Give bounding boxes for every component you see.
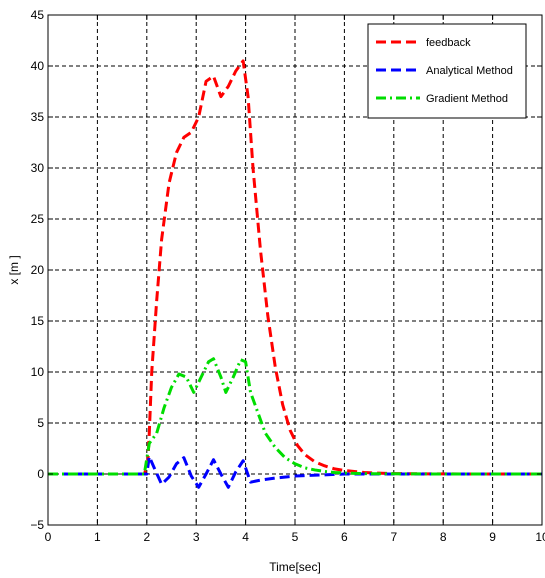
series-group bbox=[48, 59, 542, 489]
y-tick-label: 25 bbox=[31, 212, 45, 226]
x-tick-label: 1 bbox=[94, 530, 101, 544]
y-tick-label: 20 bbox=[31, 263, 45, 277]
y-tick-label: 10 bbox=[31, 365, 45, 379]
y-tick-label: 40 bbox=[31, 59, 45, 73]
x-tick-label: 0 bbox=[45, 530, 52, 544]
x-tick-label: 5 bbox=[292, 530, 299, 544]
x-tick-label: 6 bbox=[341, 530, 348, 544]
y-tick-label: 30 bbox=[31, 161, 45, 175]
x-tick-label: 4 bbox=[242, 530, 249, 544]
x-tick-label: 9 bbox=[489, 530, 496, 544]
y-tick-label: 15 bbox=[31, 314, 45, 328]
y-tick-label: 5 bbox=[37, 416, 44, 430]
series-line bbox=[48, 455, 542, 489]
legend-label: feedback bbox=[426, 37, 471, 49]
series-line bbox=[48, 59, 542, 476]
y-tick-label: 35 bbox=[31, 110, 45, 124]
x-tick-label: 8 bbox=[440, 530, 447, 544]
series-line bbox=[48, 357, 542, 476]
x-axis-label: Time[sec] bbox=[269, 560, 321, 574]
y-tick-label: 45 bbox=[31, 8, 45, 22]
legend: feedback Analytical Method Gradient Method bbox=[367, 23, 527, 119]
y-axis-label: x [m ] bbox=[7, 255, 21, 284]
x-tick-label: 2 bbox=[143, 530, 150, 544]
y-tick-label: −5 bbox=[30, 518, 44, 532]
y-tick-label: 0 bbox=[37, 467, 44, 481]
legend-label: Gradient Method bbox=[426, 93, 508, 105]
x-tick-label: 3 bbox=[193, 530, 200, 544]
legend-label: Analytical Method bbox=[426, 65, 513, 77]
x-tick-label: 7 bbox=[390, 530, 397, 544]
x-tick-label: 10 bbox=[535, 530, 545, 544]
